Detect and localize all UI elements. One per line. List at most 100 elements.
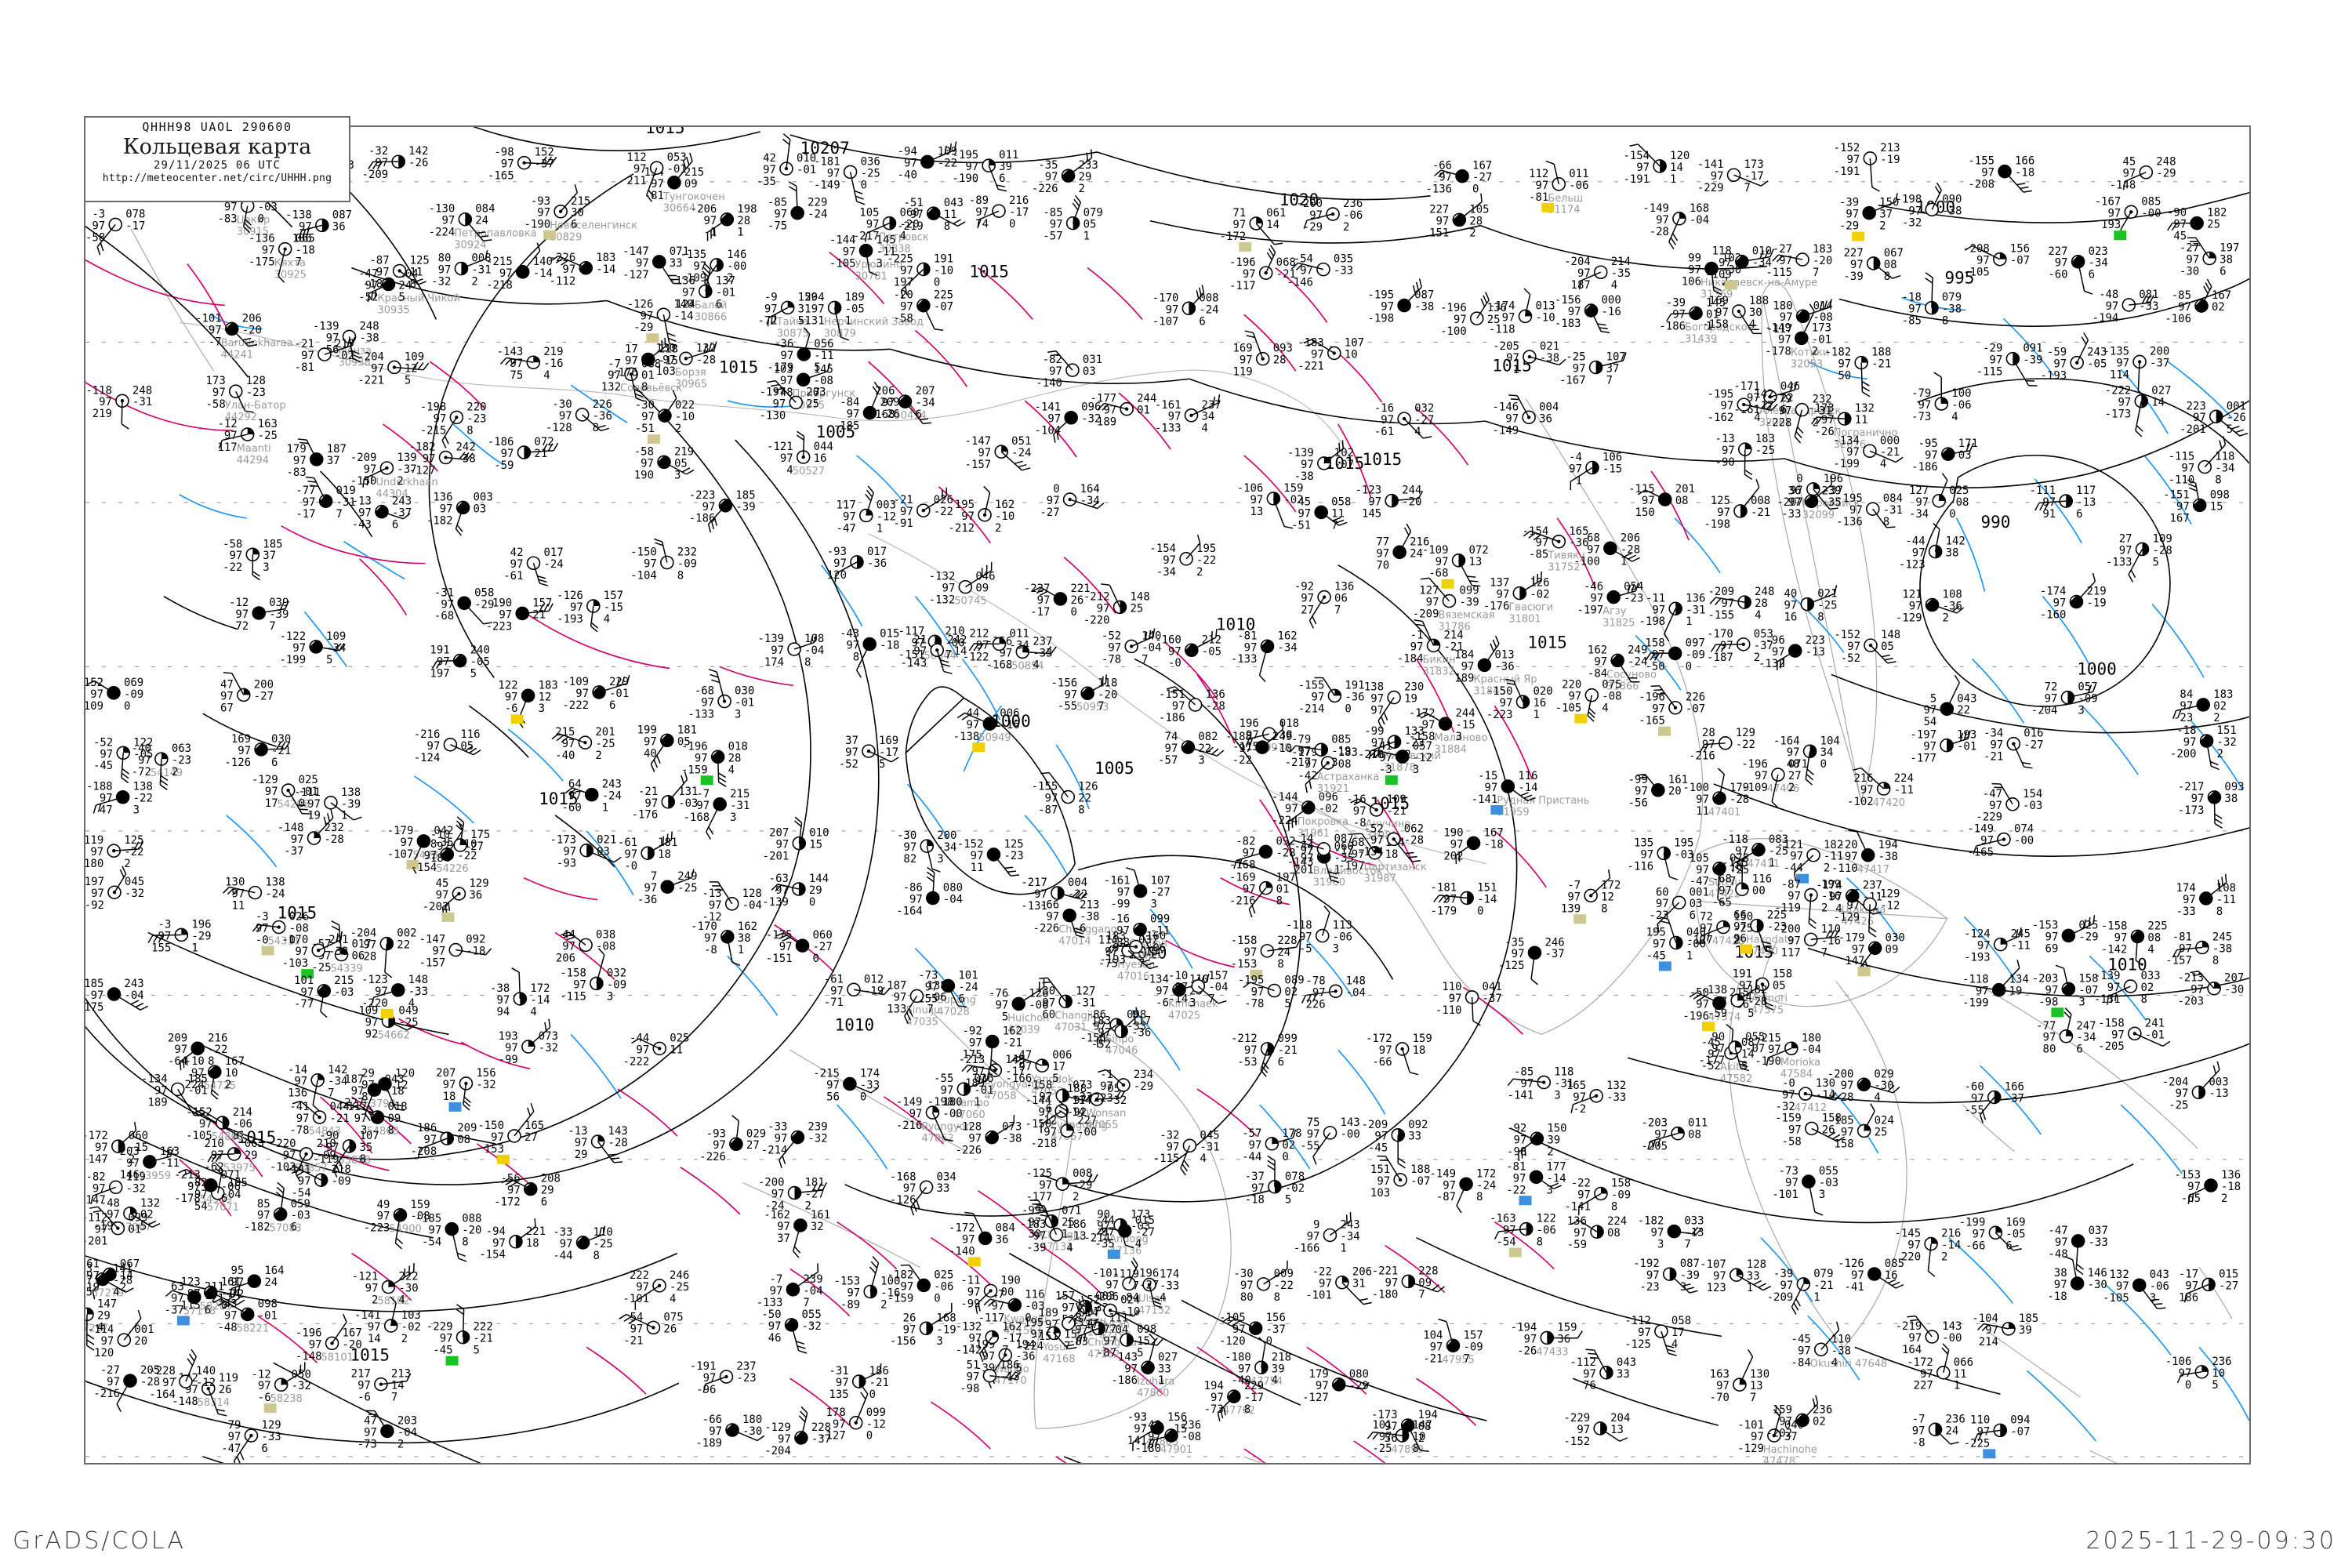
station-data-value: -6 [1846,887,1860,900]
wind-barb-feather [1507,1078,1514,1087]
station-data-value: 1 [191,942,198,954]
station-id-label: 31369 [1700,289,1733,300]
wind-barb-feather [983,485,991,493]
station-data-value: 11 [971,862,984,874]
station-data-value: 050 [292,1368,311,1381]
station-data-value: -221 [358,374,384,387]
station-data-value: -21 [1880,446,1900,459]
station-data-value: -04 [1208,982,1228,994]
station-data-value: -01 [2145,1029,2165,1041]
station-data-value: 209 [168,1032,187,1044]
wind-barb-feather [418,281,426,285]
station-data-value: 218 [332,1163,351,1176]
station-data-value: 1 [1512,364,1519,376]
station-id-label: 30965 [675,379,707,390]
station-data-value: 138 [1364,681,1384,694]
station-data-value: -08 [1602,691,1621,703]
station-data-value: 182 [1748,984,1767,996]
station-data-value: -8 [704,944,717,956]
wind-barb-feather [1669,876,1679,880]
station-data-value: 199 [637,724,657,736]
station-data-value: -31 [730,800,750,812]
station-data-value: 082 [1198,731,1218,743]
station-data-value: -17 [1744,170,1763,183]
station-id-label: 47025 [1168,1010,1200,1022]
wind-barb-feather [2216,1061,2220,1070]
station-data-value: -2 [1573,1103,1586,1116]
station-data-value: 046 [975,571,995,583]
cloud-cover-icon [1315,928,1330,943]
station-data-value: -161 [1104,875,1131,887]
wind-barb-feather [276,1186,284,1194]
station-data-value: 092 [1408,1119,1428,1131]
station-data-value: 026 [934,494,953,506]
precipitation-swatch [380,1008,394,1018]
wind-barb-feather [499,357,507,365]
station-data-value: 97 [2043,1032,2056,1044]
station-data-value: 27 [746,1139,760,1152]
station-data-value: 97 [965,161,978,173]
station-data-value: -217 [853,230,880,243]
station-data-value: 47 [220,678,234,691]
station-data-value: 38 [1946,547,1959,560]
station-data-value: 021 [1540,340,1559,353]
station-data-value: -00 [727,260,746,273]
wind-barb-feather [243,226,251,234]
station-data-value: 97 [1779,405,1792,418]
station-id-label: 44292 [225,412,257,423]
station-data-value: 040 [1686,927,1706,939]
station-data-value: -32 [125,887,144,900]
station-data-value: -25 [258,430,278,442]
cloud-cover-fill [533,356,540,363]
station-data-value: -183 [1555,318,1581,330]
station-data-value: -193 [2041,370,2067,383]
station-data-value: 194 [1204,1380,1224,1392]
wind-barb-feather [708,669,717,673]
station-data-value: 248 [132,384,152,397]
station-data-value: 2 [225,1079,231,1091]
station-data-value: 97 [991,1300,1004,1312]
station-data-value: 97 [1787,746,1800,759]
station-data-value: 196 [1824,473,1843,485]
station-data-value: 97 [1990,354,2003,367]
station-data-value: -13 [352,495,372,508]
wind-barb-feather [655,542,664,546]
station-data-value: 085 [2141,195,2161,208]
station-data-value: 97 [1850,259,1864,271]
station-data-value: -216 [1229,895,1256,908]
wind-barb-shaft [1428,577,1450,602]
wind-barb-feather [2206,278,2212,288]
station-data-value: 1 [1576,474,1582,487]
wind-barb-feather [538,579,547,583]
station-name-label: Hakodate [1746,935,1795,946]
wind-barb-feather [366,477,369,486]
station-data-value: -226 [550,252,576,264]
wind-barb-feather [1126,867,1135,871]
station-data-value: -123 [1899,559,1926,572]
station-data-value: 241 [328,934,348,946]
station-data-value: 116 [1518,770,1537,782]
station-id-label: 50854 [1011,660,1044,672]
station-data-value: 7 [1813,267,1819,279]
station-data-value: -198 [1367,313,1394,325]
station-data-value: 97 [1652,604,1665,616]
station-data-value: -147 [622,245,649,258]
station-data-value: 97 [1243,847,1256,859]
station-data-value: 175 [963,1048,982,1061]
wind-barb-feather [1102,676,1104,685]
station-data-value: -3 [256,911,269,924]
station-data-value: -200 [1296,198,1323,210]
station-data-value: -209 [1413,608,1439,621]
station-id-label: 31752 [1548,562,1580,574]
station-data-value: -134 [1357,846,1384,858]
station-data-value: -115 [560,990,586,1003]
station-data-value: -00 [2014,835,2034,848]
